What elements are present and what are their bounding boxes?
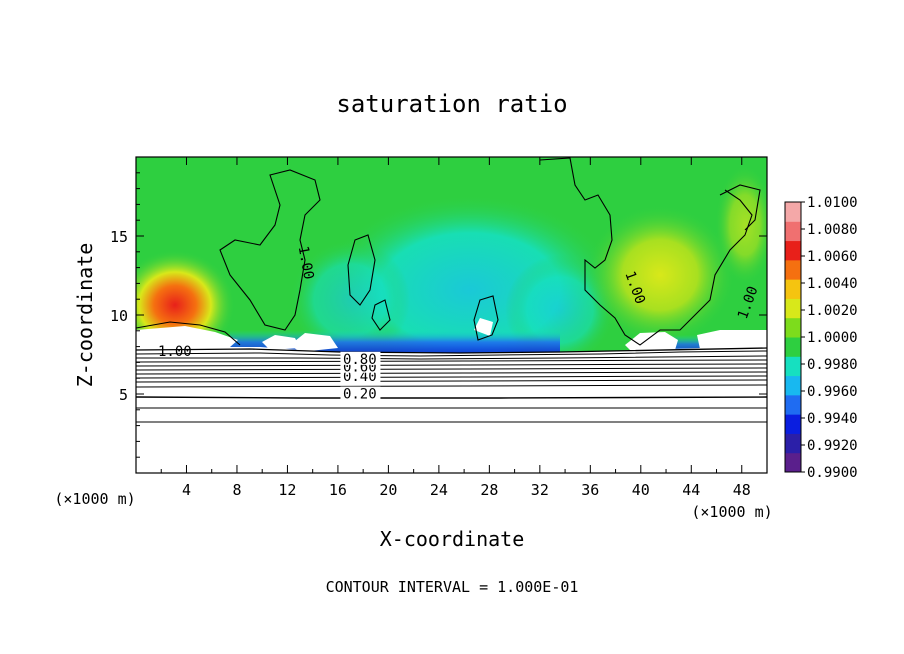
contour-label-1-00-base: 1.00 [158,344,192,360]
y-unit-label: (×1000 m) [54,490,135,508]
y-axis-title: Z-coordinate [73,243,97,388]
y-tick-label: 15 [110,228,128,246]
x-axis-title: X-coordinate [380,527,525,551]
x-tick-label: 8 [232,481,241,499]
colorbar-tick-label: 0.9900 [807,465,858,481]
colorbar-swatch [785,202,801,222]
white-patch-right [697,330,767,349]
colorbar-swatch [785,279,801,299]
colorbar-swatch [785,240,801,261]
contour-level-label: 0.80 [343,352,377,368]
x-tick-label: 16 [329,481,347,499]
colorbar-swatch [785,433,801,454]
contour-level-label: 0.20 [343,387,377,403]
white-patch-c [625,332,678,350]
colorbar-tick-label: 0.9940 [807,411,858,427]
colorbar-tick-label: 0.9920 [807,438,858,454]
contours-1-00 [136,157,761,346]
x-tick-label: 32 [531,481,549,499]
colorbar-tick-label: 0.9980 [807,357,858,373]
contour-label-1-00-left: 1.00 [295,245,317,281]
white-patch-top [474,318,493,336]
x-tick-label: 4 [182,481,191,499]
colorbar-tick-label: 1.0040 [807,276,858,292]
contour-cloud-base [136,347,767,354]
contour-label-background [340,351,381,365]
colorbar-tick-label: 1.0000 [807,330,858,346]
contour-level-label: 0.40 [343,369,377,385]
colorbar-swatch [785,414,801,434]
colorbar-tick-label: 1.0080 [807,222,858,238]
y-tick-label: 10 [110,307,128,325]
supersaturated-region-right [585,205,735,345]
colorbar-swatch [785,375,801,396]
colorbar-tick-label: 0.9960 [807,384,858,400]
x-tick-label: 20 [379,481,397,499]
white-patch-left [136,326,238,347]
colorbar-tick-labels: 1.0100 1.0080 1.0060 1.0040 1.0020 1.0000 0.99… [801,195,858,481]
x-tick-label: 28 [480,481,498,499]
chart-title: saturation ratio [336,90,567,118]
colorbar-swatch [785,221,801,242]
white-patch-b [290,333,338,352]
x-tick-label: 40 [632,481,650,499]
x-tick-label: 44 [682,481,700,499]
colorbar-swatch [785,298,801,319]
colorbar-swatch [785,337,801,357]
colorbar-swatch [785,452,801,473]
x-axis-ticks: 4 8 12 16 20 24 28 32 36 40 44 48 [160,157,751,499]
y-axis-ticks: 5 10 15 [110,172,767,458]
colorbar-swatch [785,317,801,338]
contours-lower-layer [136,350,767,423]
contour-interval-note: CONTOUR INTERVAL = 1.000E-01 [326,578,579,596]
x-tick-label: 36 [581,481,599,499]
supersaturated-region-top-right [715,165,767,285]
white-patch-a [262,335,300,350]
colorbar: 1.0100 1.0080 1.0060 1.0040 1.0020 1.0000 0.99… [784,195,858,481]
y-tick-label: 5 [119,386,128,404]
contour-label-background [340,386,381,400]
x-tick-label: 12 [278,481,296,499]
x-tick-label: 48 [733,481,751,499]
colorbar-tick-label: 1.0100 [807,195,858,211]
x-unit-label: (×1000 m) [691,503,772,521]
colorbar-swatches [785,202,801,473]
colorbar-tick-label: 1.0060 [807,249,858,265]
x-tick-label: 24 [430,481,448,499]
colorbar-tick-label: 1.0020 [807,303,858,319]
colorbar-swatch [785,356,801,377]
colorbar-swatch [785,394,801,415]
colorbar-swatch [785,259,801,280]
